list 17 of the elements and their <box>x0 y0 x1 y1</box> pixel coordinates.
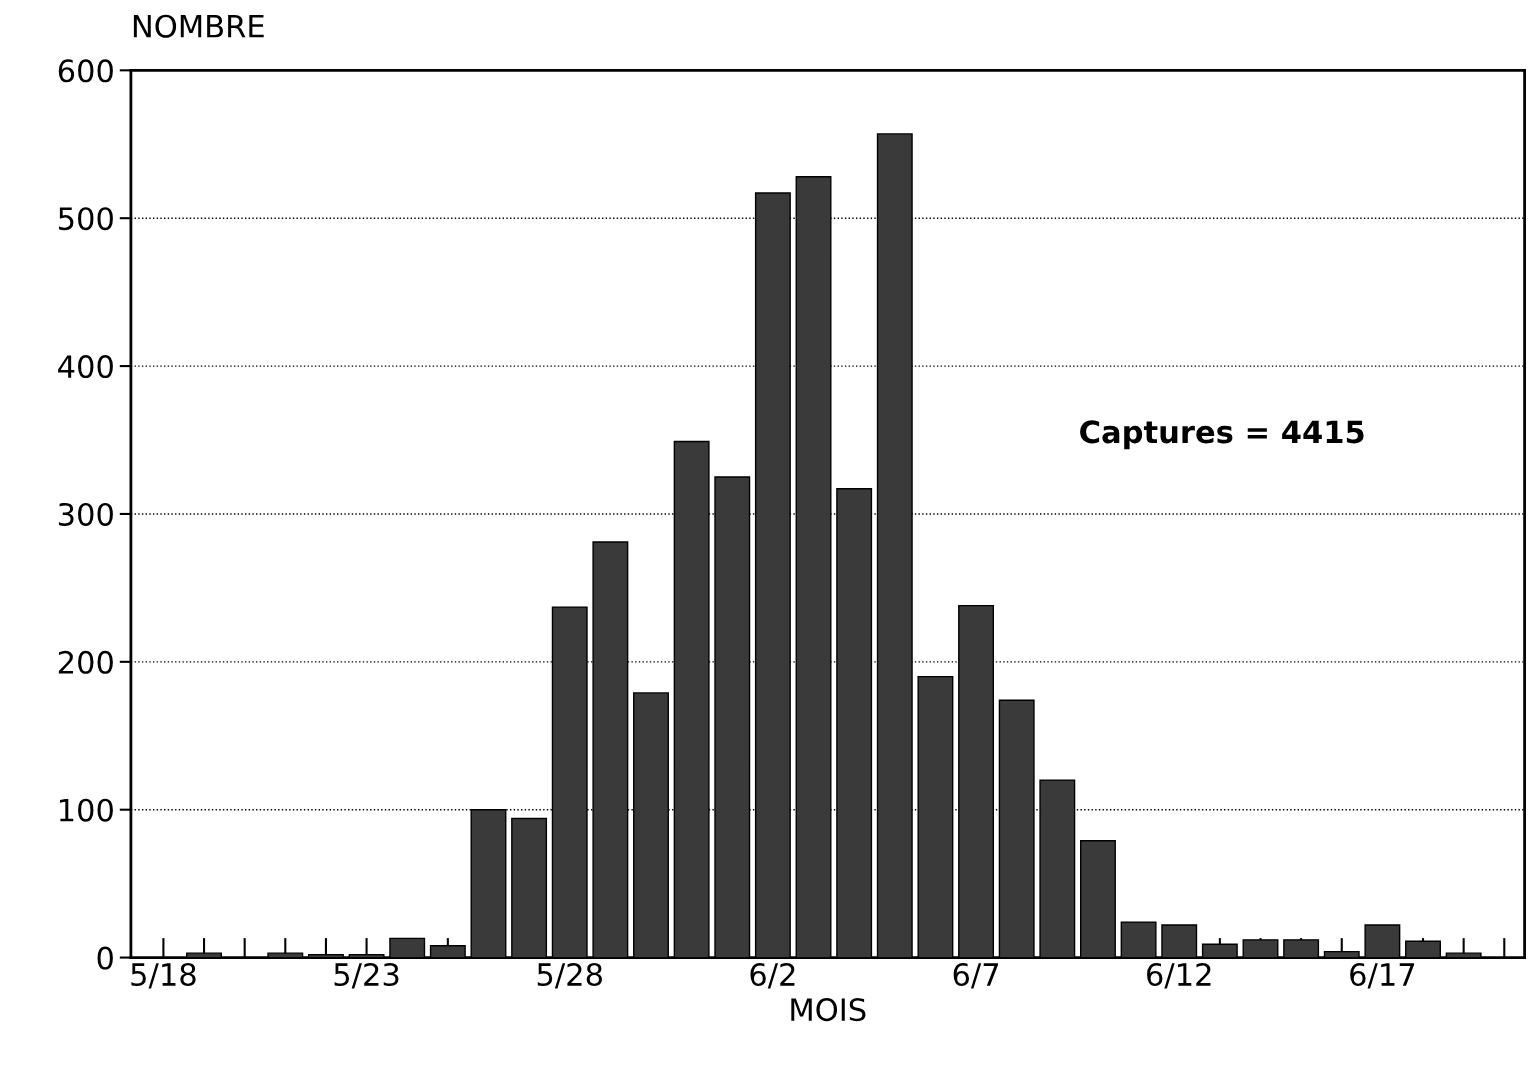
x-tick-label: 6/12 <box>1147 962 1211 989</box>
x-tick-label: 6/7 <box>953 962 999 989</box>
y-tick-label: 100 <box>59 798 113 822</box>
x-tick-label: 6/2 <box>750 962 795 989</box>
y-tick-label: 0 <box>97 946 113 970</box>
annotation: Captures = 4415 <box>1080 420 1364 450</box>
x-tick-label: 6/17 <box>1350 962 1415 989</box>
x-tick-label: 5/18 <box>131 962 196 989</box>
y-tick-label: 300 <box>58 502 113 526</box>
y-tick-label: 500 <box>58 207 113 231</box>
x-axis-title: MOIS <box>791 998 866 1022</box>
x-tick-label: 5/28 <box>537 962 602 989</box>
y-tick-label: 200 <box>58 650 113 674</box>
y-tick-label: 400 <box>58 355 113 379</box>
y-axis-title: NOMBRE <box>133 14 264 38</box>
y-tick-label: 600 <box>58 59 113 83</box>
x-tick-label: 5/23 <box>334 962 399 989</box>
